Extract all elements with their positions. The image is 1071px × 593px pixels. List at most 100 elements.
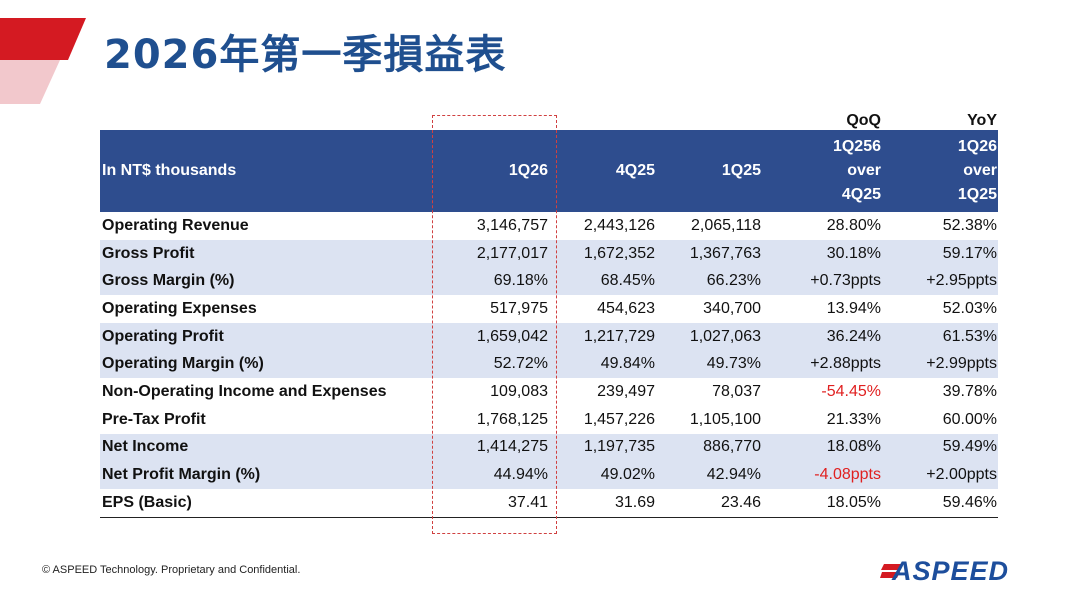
row-label: Gross Margin (%)	[100, 267, 440, 296]
group-cell	[663, 106, 769, 130]
cell: 2,177,017	[440, 239, 556, 268]
group-cell: QoQ	[846, 112, 881, 129]
data-row: Operating Expenses 517,975 454,623 340,700 1…	[100, 295, 998, 323]
cell: 59.46%	[889, 488, 998, 518]
cell: 69.18%	[440, 267, 556, 296]
header-line: In NT$ thousands	[102, 162, 237, 179]
cell: 68.45%	[556, 267, 663, 296]
row-label: EPS (Basic)	[100, 488, 440, 518]
cell: 23.46	[663, 488, 769, 518]
data-row: Non-Operating Income and Expenses 109,083…	[100, 378, 998, 406]
cell: 52.38%	[942, 216, 997, 234]
data-row: Gross Profit 2,177,017 1,672,352 1,367,763 3…	[100, 239, 998, 268]
row-label: Operating Revenue	[102, 216, 249, 234]
cell: 1,659,042	[440, 322, 556, 351]
header-line: 1Q25	[721, 162, 761, 179]
cell: 59.49%	[889, 433, 998, 462]
cell: +2.88ppts	[769, 350, 889, 379]
header-cell: 4Q25	[556, 130, 663, 212]
cell: 3,146,757	[476, 216, 548, 234]
title: 2026年第一季損益表	[104, 32, 507, 78]
cell: 66.23%	[663, 267, 769, 296]
cell: 340,700	[703, 299, 761, 317]
cell: 517,975	[490, 299, 548, 317]
cell: 2,443,126	[583, 216, 655, 234]
cell: 18.08%	[769, 433, 889, 462]
cell: 2,065,118	[691, 216, 761, 234]
cell: 1,367,763	[663, 239, 769, 268]
cell: 60.00%	[942, 410, 997, 428]
cell: 36.24%	[769, 322, 889, 351]
row-label: Pre-Tax Profit	[102, 410, 206, 428]
header-line: 4Q25	[615, 162, 655, 179]
header-line: over	[963, 162, 997, 179]
header-line: 1Q256	[832, 138, 881, 155]
cell: 30.18%	[769, 239, 889, 268]
cell: +2.95ppts	[889, 267, 998, 296]
data-row: Net Income 1,414,275 1,197,735 886,770 18.08…	[100, 433, 998, 462]
header-cell: 1Q25	[663, 130, 769, 212]
group-row: QoQ YoY	[100, 106, 998, 130]
cell: 52.03%	[942, 299, 997, 317]
row-label: Gross Profit	[100, 239, 440, 268]
cell: 39.78%	[942, 382, 997, 400]
cell: 1,217,729	[556, 322, 663, 351]
cell: 49.84%	[556, 350, 663, 379]
cell: 239,497	[597, 382, 655, 400]
cell: 454,623	[597, 299, 655, 317]
cell: 21.33%	[826, 410, 881, 428]
group-cell: YoY	[967, 112, 997, 129]
cell: 1,457,226	[583, 410, 655, 428]
cell: 49.73%	[663, 350, 769, 379]
header-line: 1Q26	[957, 138, 997, 155]
data-row: Gross Margin (%) 69.18% 68.45% 66.23% +0.73p…	[100, 267, 998, 296]
cell: 1,105,100	[689, 410, 761, 428]
cell: 1,027,063	[663, 322, 769, 351]
header-cell: 1Q256 over 4Q25	[769, 130, 889, 212]
header-line: 4Q25	[841, 186, 881, 203]
cell: 28.80%	[826, 216, 881, 234]
cell: 31.69	[556, 488, 663, 518]
data-row: Pre-Tax Profit 1,768,125 1,457,226 1,105,10…	[100, 406, 998, 434]
row-label: Operating Expenses	[102, 299, 257, 317]
row-label: Operating Margin (%)	[100, 350, 440, 379]
row-label: Net Profit Margin (%)	[100, 461, 440, 489]
header-cell: In NT$ thousands	[100, 130, 440, 212]
cell: 37.41	[440, 488, 556, 518]
data-row: Operating Revenue 3,146,757 2,443,126 2,065…	[100, 212, 998, 240]
data-row: Operating Margin (%) 52.72% 49.84% 49.73% +2…	[100, 350, 998, 379]
data-row: EPS (Basic) 37.41 31.69 23.46 18.05% 59.46%	[100, 488, 998, 518]
header-line: 1Q26	[508, 162, 548, 179]
copyright: © ASPEED Technology. Proprietary and Con…	[42, 564, 301, 576]
cell: 1,414,275	[440, 433, 556, 462]
cell: +2.00ppts	[889, 461, 998, 489]
logo-text: ASPEED	[891, 556, 1009, 586]
header-line: over	[847, 162, 881, 179]
cell: 18.05%	[769, 488, 889, 518]
highlight-box	[432, 115, 557, 534]
cell: 886,770	[663, 433, 769, 462]
cell: 13.94%	[826, 299, 881, 317]
row-label: Net Income	[100, 433, 440, 462]
header-line: 1Q25	[957, 186, 997, 203]
cell: 109,083	[490, 382, 548, 400]
income-table: QoQ YoY In NT$ thousands 1Q26 4Q25 1Q25 1Q256 o…	[100, 106, 998, 518]
decor	[0, 18, 86, 104]
cell: 1,768,125	[476, 410, 548, 428]
cell: 59.17%	[889, 239, 998, 268]
cell: -4.08ppts	[769, 461, 889, 489]
cell: -54.45%	[821, 382, 881, 400]
cell: 44.94%	[440, 461, 556, 489]
logo: ASPEED	[880, 556, 1009, 586]
cell: 61.53%	[889, 322, 998, 351]
header-row: In NT$ thousands 1Q26 4Q25 1Q25 1Q256 over 4Q2…	[100, 130, 998, 212]
group-cell	[100, 106, 440, 130]
row-label: Non-Operating Income and Expenses	[102, 382, 387, 400]
header-cell: 1Q26	[440, 130, 556, 212]
cell: +0.73ppts	[769, 267, 889, 296]
cell: 78,037	[712, 382, 761, 400]
cell: +2.99ppts	[889, 350, 998, 379]
cell: 1,672,352	[556, 239, 663, 268]
row-label: Operating Profit	[100, 322, 440, 351]
